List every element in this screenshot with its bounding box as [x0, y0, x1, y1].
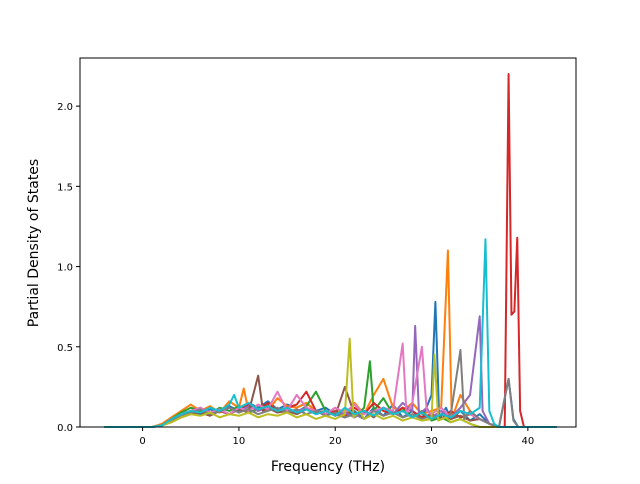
x-tick-label: 10: [233, 436, 246, 447]
series-line-8: [104, 348, 557, 428]
y-axis-label: Partial Density of States: [26, 159, 42, 327]
plot-frame: [79, 57, 577, 428]
x-axis-label: Frequency (THz): [271, 459, 385, 475]
y-tick-label: 1.5: [57, 182, 73, 193]
axes-layer: 0 10 20 30 40 0.0 0.5 1.0 1.5 2.0: [57, 57, 577, 447]
y-tick-label: 0.0: [57, 423, 73, 434]
y-tick-label: 0.5: [57, 343, 73, 354]
series-line-7: [104, 342, 557, 428]
x-tick-label: 40: [521, 436, 534, 447]
x-tick-label: 0: [139, 436, 145, 447]
x-tick-label: 20: [329, 436, 342, 447]
y-tick-label: 2.0: [57, 102, 73, 113]
y-tick-label: 1.0: [57, 263, 73, 274]
x-tick-label: 30: [425, 436, 438, 447]
series-layer: [104, 73, 557, 428]
series-line-9: [104, 337, 557, 428]
series-line-10: [104, 238, 557, 428]
